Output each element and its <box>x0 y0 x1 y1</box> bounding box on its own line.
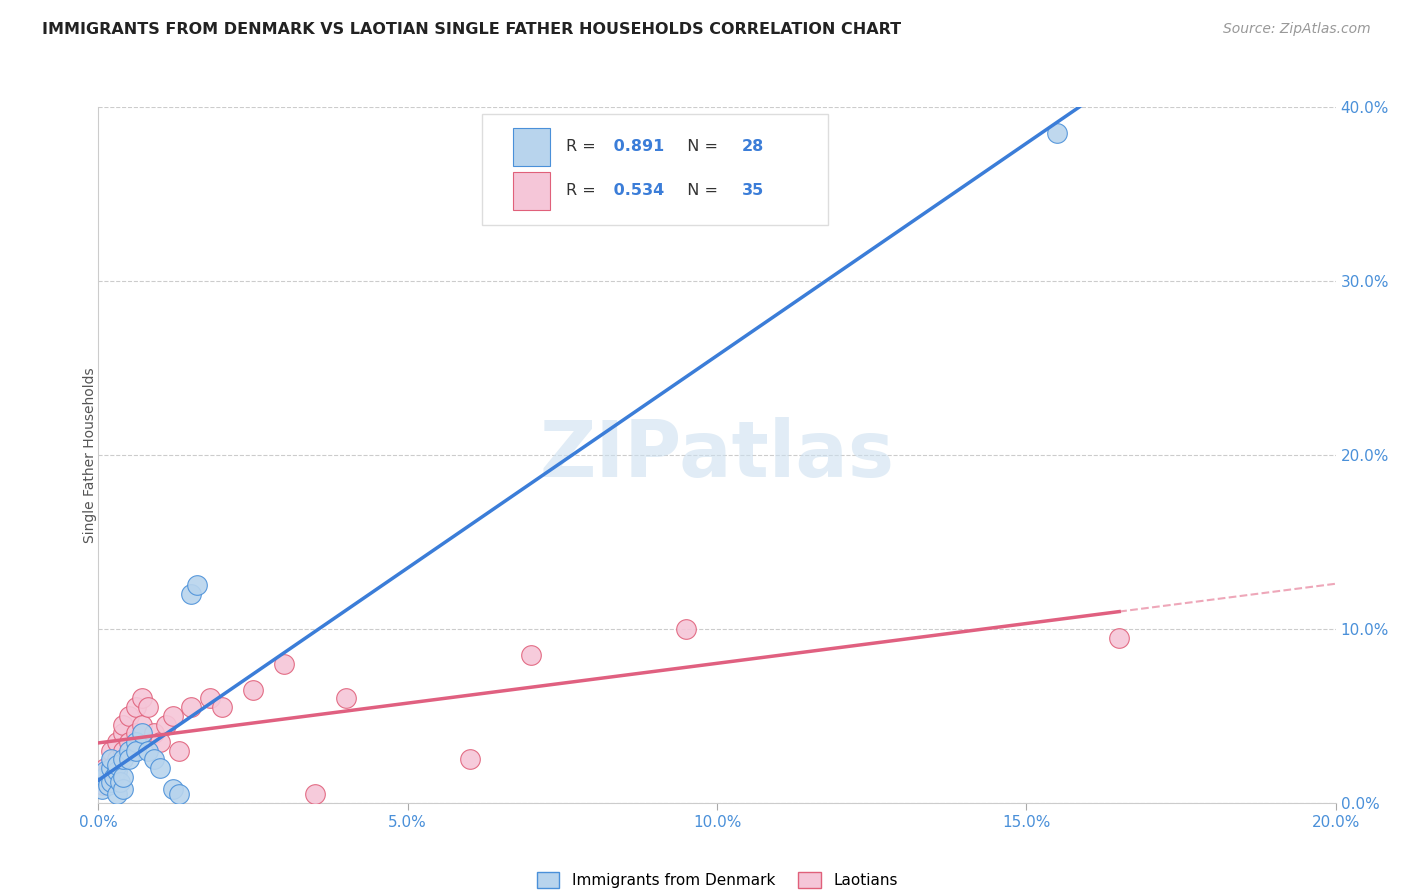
Point <box>90 775 112 789</box>
Point <box>131 691 153 706</box>
Text: IMMIGRANTS FROM DENMARK VS LAOTIAN SINGLE FATHER HOUSEHOLDS CORRELATION CHART: IMMIGRANTS FROM DENMARK VS LAOTIAN SINGL… <box>42 22 901 37</box>
Point <box>162 708 184 723</box>
Point <box>131 726 153 740</box>
Point <box>124 744 146 758</box>
Point <box>100 761 122 775</box>
Point <box>97 778 120 792</box>
Point <box>93 770 115 784</box>
Point <box>124 726 146 740</box>
Point <box>112 744 135 758</box>
Text: 35: 35 <box>742 183 763 198</box>
Point <box>162 781 184 796</box>
Point <box>520 648 543 662</box>
Point <box>105 787 128 801</box>
Point <box>198 691 221 706</box>
Point <box>1046 126 1069 140</box>
FancyBboxPatch shape <box>513 172 550 210</box>
Legend: Immigrants from Denmark, Laotians: Immigrants from Denmark, Laotians <box>530 866 904 892</box>
Point <box>100 744 122 758</box>
Point <box>458 752 481 766</box>
Point <box>105 752 128 766</box>
Point <box>93 770 115 784</box>
Point <box>118 752 141 766</box>
Point <box>155 717 177 731</box>
Point <box>180 587 202 601</box>
Point <box>675 622 697 636</box>
Point <box>1108 631 1130 645</box>
Text: ZIPatlas: ZIPatlas <box>540 417 894 493</box>
Point <box>93 761 115 775</box>
Point <box>167 787 190 801</box>
Point <box>100 752 122 766</box>
Point <box>97 764 120 779</box>
Point <box>90 781 112 796</box>
Point <box>242 682 264 697</box>
Point <box>304 787 326 801</box>
Point <box>112 770 135 784</box>
Point <box>100 775 122 789</box>
Point <box>143 752 166 766</box>
Point <box>335 691 357 706</box>
Text: 0.891: 0.891 <box>609 139 665 154</box>
Point <box>211 700 233 714</box>
Point <box>93 764 115 779</box>
Text: N =: N = <box>678 183 724 198</box>
Point <box>136 700 159 714</box>
Point <box>100 761 122 775</box>
Text: R =: R = <box>567 139 600 154</box>
Point <box>112 752 135 766</box>
Point <box>105 764 128 779</box>
Point <box>186 578 208 592</box>
Point <box>149 735 172 749</box>
Point <box>118 708 141 723</box>
Point <box>103 770 125 784</box>
Point <box>105 757 128 772</box>
Point <box>124 735 146 749</box>
Point <box>112 726 135 740</box>
Y-axis label: Single Father Households: Single Father Households <box>83 368 97 542</box>
Point <box>180 700 202 714</box>
Text: Source: ZipAtlas.com: Source: ZipAtlas.com <box>1223 22 1371 37</box>
Point <box>131 717 153 731</box>
FancyBboxPatch shape <box>482 114 828 226</box>
Point <box>112 781 135 796</box>
Point <box>105 735 128 749</box>
Point <box>167 744 190 758</box>
Point <box>118 744 141 758</box>
Point <box>118 735 141 749</box>
Text: 28: 28 <box>742 139 763 154</box>
Point <box>93 778 115 792</box>
Point <box>143 726 166 740</box>
Point <box>149 761 172 775</box>
Point <box>136 744 159 758</box>
Point <box>108 775 131 789</box>
Point <box>124 700 146 714</box>
Point <box>273 657 295 671</box>
Text: R =: R = <box>567 183 600 198</box>
Point <box>112 717 135 731</box>
Text: N =: N = <box>678 139 724 154</box>
Text: 0.534: 0.534 <box>609 183 665 198</box>
FancyBboxPatch shape <box>513 128 550 166</box>
